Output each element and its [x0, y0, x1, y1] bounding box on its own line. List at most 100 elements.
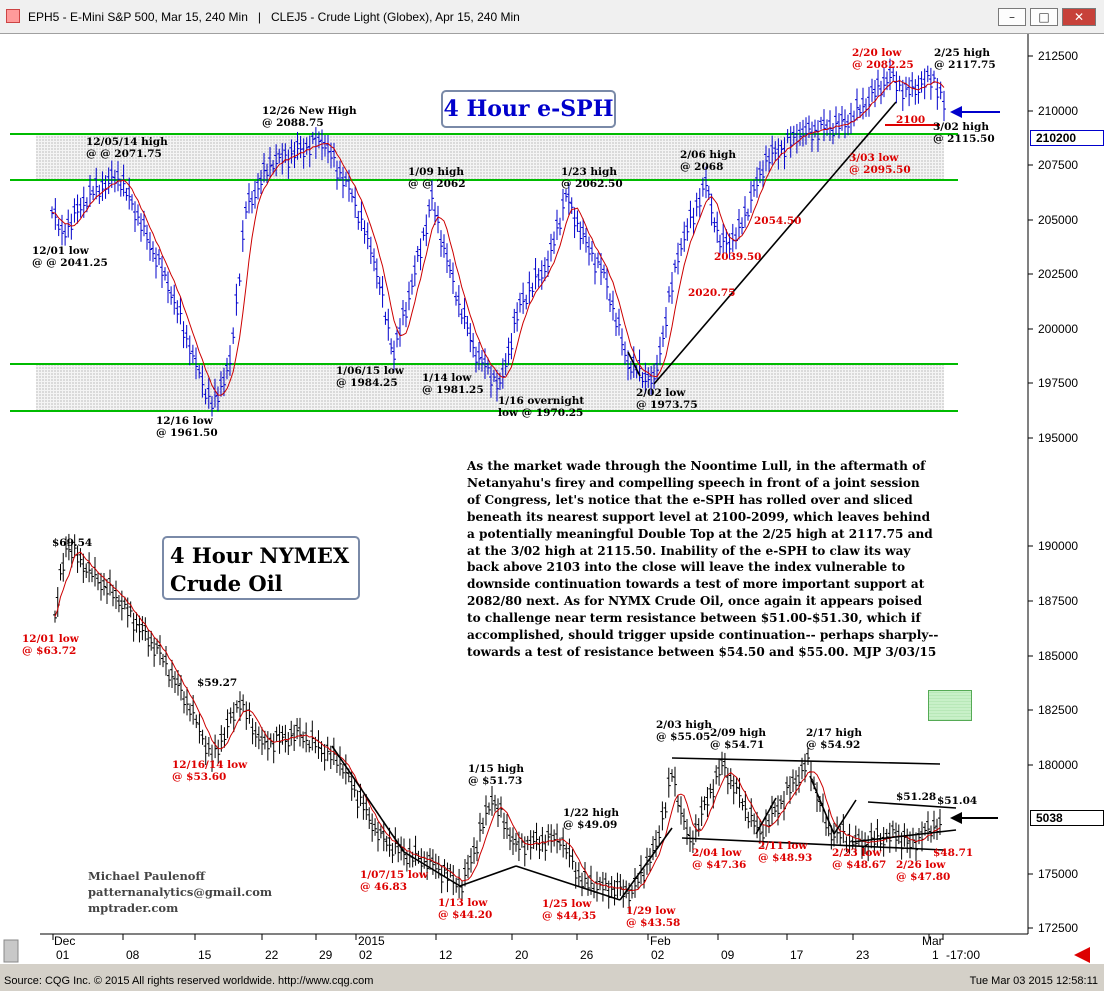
restore-button[interactable]: □: [1030, 8, 1058, 26]
minimize-button[interactable]: –: [998, 8, 1026, 26]
chart-plot-area[interactable]: [0, 34, 1104, 964]
crude-annotation-value-18: $51.04: [937, 795, 977, 807]
es-annotation-value-7: low @ 1970.25: [498, 407, 583, 419]
es-annotation-title-3: 12/16 low: [156, 415, 214, 427]
crude-moving-average-line: [54, 551, 941, 892]
trend-line-4: [459, 865, 517, 887]
es-annotation-title-11: 2/25 high: [934, 47, 990, 59]
crude-annotation-value-0: $69.54: [52, 537, 92, 549]
crude-annotation-title-8: 1/25 low: [542, 898, 592, 910]
es-annotation-title-9: 2/02 low: [636, 387, 686, 399]
close-button[interactable]: ✕: [1062, 8, 1096, 26]
trend-line-11: [809, 775, 835, 835]
trend-line-3: [403, 851, 461, 887]
es-annotation-value-3: @ 1961.50: [156, 427, 218, 439]
crude-annotation-value-7: @ $49.09: [563, 819, 617, 831]
es-chart-title: 4 Hour e-SPH: [441, 90, 616, 128]
es-level-label-2: 2039.50: [714, 251, 762, 263]
es-last-price-tag: 210200: [1030, 130, 1104, 146]
app-icon: [6, 9, 20, 23]
green-marker-box: [928, 690, 972, 721]
crude-annotation-value-4: @ 46.83: [360, 881, 407, 893]
trend-line-8: [681, 837, 945, 851]
es-annotation-title-8: 1/23 high: [561, 166, 617, 178]
crude-annotation-value-3: @ $53.60: [172, 771, 226, 783]
scroll-left-arrow: [1074, 947, 1090, 963]
trend-line-12: [833, 799, 857, 835]
crude-annotation-value-1: @ $63.72: [22, 645, 76, 657]
crude-title-line-1: 4 Hour NYMEX: [170, 543, 350, 568]
es-annotation-value-9: @ 1973.75: [636, 399, 698, 411]
crude-chart-title: 4 Hour NYMEX Crude Oil: [162, 536, 360, 600]
es-annotation-title-5: 1/09 high: [408, 166, 464, 178]
x-tick-label-6: 12: [439, 948, 453, 962]
support-zone-1: [36, 364, 944, 411]
es-annotation-value-13: @ 2095.50: [849, 164, 911, 176]
x-tick-label-1: 08: [126, 948, 140, 962]
y-tick-label-es-0: 212500: [1038, 49, 1078, 63]
commentary-text: As the market wade through the Noontime …: [467, 459, 939, 659]
window-title: EPH5 - E-Mini S&P 500, Mar 15, 240 Min |…: [28, 10, 520, 24]
x-month-label-3: Mar: [922, 934, 943, 948]
x-tick-label-2: 15: [198, 948, 212, 962]
y-tick-label-es-5: 200000: [1038, 322, 1078, 336]
chart-svg[interactable]: 212500 210000 207500 205000 202500 200000 1975…: [0, 34, 1104, 970]
es-annotation-value-11: @ 2117.75: [934, 59, 996, 71]
x-tick-label-5: 02: [359, 948, 373, 962]
status-timestamp: Tue Mar 03 2015 12:58:11: [969, 975, 1098, 987]
crude-annotation-value-19: $48.71: [933, 847, 973, 859]
scrollbar-thumb: [3, 939, 19, 963]
x-tick-label-11: 17: [790, 948, 804, 962]
trend-line-9: [867, 801, 957, 809]
crude-annotation-value-15: @ $48.67: [832, 859, 886, 871]
crude-annotation-title-7: 1/22 high: [563, 807, 619, 819]
x-tick-label-7: 20: [515, 948, 529, 962]
es-annotation-value-6: @ 1981.25: [422, 384, 484, 396]
y-tick-label-cl-1: 187500: [1038, 594, 1078, 608]
crude-annotation-value-5: @ $44.20: [438, 909, 492, 921]
crude-annotation-title-11: 2/09 high: [710, 727, 766, 739]
crude-annotation-value-16: @ $47.80: [896, 871, 950, 883]
x-month-label-0: Dec: [54, 934, 75, 948]
crude-annotation-value-11: @ $54.71: [710, 739, 764, 751]
y-tick-label-cl-7: 172500: [1038, 921, 1078, 935]
es-moving-average-line: [51, 79, 945, 396]
es-annotation-value-4: @ 1984.25: [336, 377, 398, 389]
es-level-label-1: 2054.50: [754, 215, 802, 227]
trend-line-0: [653, 101, 897, 385]
author-signature: Michael Paulenoff patternanalytics@gmail…: [88, 869, 273, 915]
x-tick-label-4: 29: [319, 948, 333, 962]
y-tick-label-es-7: 195000: [1038, 431, 1078, 445]
crude-annotation-value-12: @ $54.92: [806, 739, 860, 751]
window-titlebar: EPH5 - E-Mini S&P 500, Mar 15, 240 Min |…: [0, 0, 1104, 34]
crude-annotation-title-3: 12/16/14 low: [172, 759, 248, 771]
x-tick-label-0: 01: [56, 948, 70, 962]
es-annotation-value-2: @ 2088.75: [262, 117, 324, 129]
es-annotation-value-5: @ @ 2062: [408, 178, 466, 190]
es-annotation-value-8: @ 2062.50: [561, 178, 623, 190]
x-month-label-2: Feb: [650, 934, 671, 948]
crude-annotation-title-12: 2/17 high: [806, 727, 862, 739]
crude-annotation-title-14: 2/11 low: [758, 840, 808, 852]
es-annotation-title-1: 12/05/14 high: [86, 136, 168, 148]
y-tick-label-cl-3: 182500: [1038, 703, 1078, 717]
y-tick-label-es-2: 207500: [1038, 158, 1078, 172]
trend-line-2: [331, 745, 405, 853]
crude-annotation-value-10: @ $55.05: [656, 731, 710, 743]
trend-line-10: [851, 829, 957, 843]
support-zone-0: [36, 134, 944, 180]
crude-annotation-value-17: $51.28: [896, 791, 936, 803]
crude-arrow-head: [950, 812, 962, 824]
x-tick-label-8: 26: [580, 948, 594, 962]
x-month-label-1: 2015: [358, 934, 385, 948]
crude-annotation-title-6: 1/15 high: [468, 763, 524, 775]
es-annotation-value-1: @ @ 2071.75: [86, 148, 162, 160]
y-tick-label-cl-2: 185000: [1038, 649, 1078, 663]
es-annotation-value-12: @ 2115.50: [933, 133, 995, 145]
x-tick-label-10: 09: [721, 948, 735, 962]
es-annotation-value-14: @ 2082.25: [852, 59, 914, 71]
es-level-label-0: 2100: [896, 114, 925, 126]
es-annotation-value-0: @ @ 2041.25: [32, 257, 108, 269]
y-tick-label-cl-6: 175000: [1038, 867, 1078, 881]
trend-line-13: [755, 797, 777, 835]
